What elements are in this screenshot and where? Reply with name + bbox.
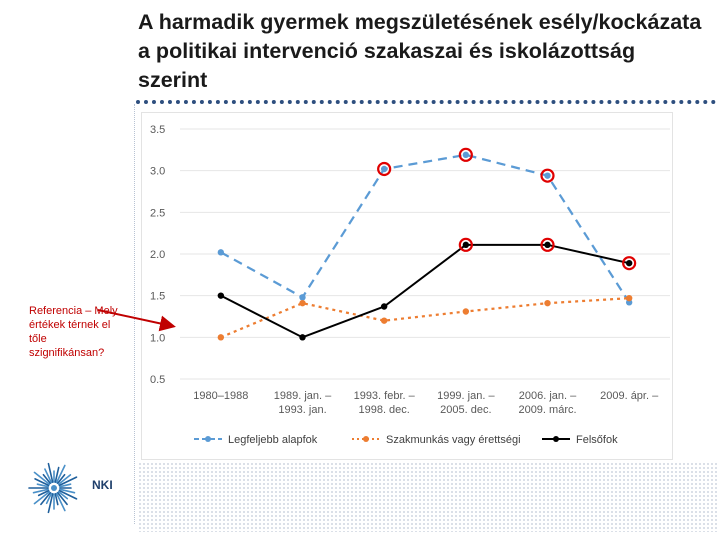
data-point	[544, 172, 551, 179]
data-point	[299, 294, 306, 301]
logo-ray	[59, 488, 76, 494]
x-tick-label: 1993. jan.	[278, 404, 326, 416]
x-tick-label: 2006. jan. –	[519, 390, 577, 402]
logo-ray	[55, 464, 66, 484]
data-point	[462, 151, 470, 159]
y-tick-label: 0.5	[150, 374, 165, 386]
significance-marker	[458, 237, 473, 252]
logo-ray	[57, 490, 69, 500]
legend-marker	[553, 436, 559, 442]
data-point	[625, 259, 633, 267]
logo-ray	[45, 492, 53, 505]
logo-ray	[54, 493, 59, 506]
logo-ray	[37, 489, 50, 497]
x-tick-label: 1980–1988	[193, 390, 248, 402]
significance-marker	[540, 237, 555, 252]
nki-sunburst-icon	[28, 462, 78, 514]
y-tick-label: 2.5	[150, 207, 165, 219]
significance-marker	[622, 256, 637, 271]
logo-ray	[44, 468, 53, 484]
data-point	[462, 241, 470, 249]
legend-marker	[363, 436, 369, 442]
logo-ray	[32, 488, 49, 494]
logo-ray	[47, 462, 54, 483]
logo-ray	[59, 483, 72, 488]
series-line-3	[220, 243, 630, 339]
y-tick-label: 1.5	[150, 291, 165, 303]
data-point	[544, 299, 551, 307]
logo-ray	[58, 489, 78, 500]
logo-ray	[34, 478, 50, 487]
x-tick-label: 1989. jan. –	[274, 390, 332, 402]
logo-ray	[33, 471, 51, 486]
significance-marker	[540, 168, 555, 183]
data-point	[299, 299, 306, 307]
data-point	[217, 249, 225, 256]
legend-label: Legfeljebb alapfok	[228, 434, 318, 446]
data-point	[380, 317, 388, 324]
y-tick-label: 2.0	[150, 249, 165, 261]
series-line-2	[220, 297, 630, 339]
page-title: A harmadik gyermek megszületésének esély…	[138, 10, 702, 92]
logo-ray	[55, 492, 66, 512]
logo-ray	[36, 483, 49, 488]
significance-marker	[458, 147, 473, 162]
series-line-1	[220, 153, 631, 303]
y-tick-label: 1.0	[150, 332, 165, 344]
chart-area: 0.5 1.0 1.5 2.0 2.5 3.0 3.5 1980–1988 1989. jan.…	[141, 112, 673, 460]
logo-ray	[54, 466, 60, 483]
data-point	[462, 308, 470, 315]
data-point	[544, 241, 551, 249]
x-tick-label: 1999. jan. –	[437, 390, 495, 402]
logo-ray	[58, 476, 78, 487]
logo-text: NKI	[92, 478, 113, 492]
legend-label: Felsőfok	[576, 434, 618, 446]
y-tick-label: 3.5	[150, 124, 165, 136]
data-point	[217, 292, 225, 299]
data-point	[380, 165, 388, 173]
x-tick-label: 1993. febr. –	[354, 390, 416, 402]
x-tick-label: 2009. márc.	[518, 404, 576, 416]
reference-callout: Referencia – Mely értékek térnek el tőle…	[29, 305, 118, 359]
logo-ray	[33, 490, 51, 505]
logo-ray	[40, 491, 52, 506]
left-divider	[134, 104, 135, 524]
logo-ray	[57, 474, 72, 486]
data-point	[380, 303, 388, 310]
legend-label: Szakmunkás vagy érettségi	[386, 434, 521, 446]
data-point	[217, 334, 225, 341]
logo-ray	[47, 493, 54, 514]
data-point	[299, 334, 306, 341]
x-tick-label: 2009. ápr. –	[600, 390, 659, 402]
data-point	[625, 294, 633, 302]
x-tick-label: 1998. dec.	[358, 404, 409, 416]
line-chart: 0.5 1.0 1.5 2.0 2.5 3.0 3.5 1980–1988 1989. jan.…	[150, 124, 670, 446]
logo-ray	[42, 473, 52, 485]
background-dot-pattern	[138, 462, 718, 532]
legend-marker	[205, 436, 211, 442]
x-tick-label: 2005. dec.	[440, 404, 491, 416]
logo-ray	[56, 473, 66, 485]
significance-marker	[377, 161, 392, 177]
title-divider	[136, 100, 716, 104]
logo-ray	[56, 491, 68, 506]
y-tick-label: 3.0	[150, 166, 165, 178]
